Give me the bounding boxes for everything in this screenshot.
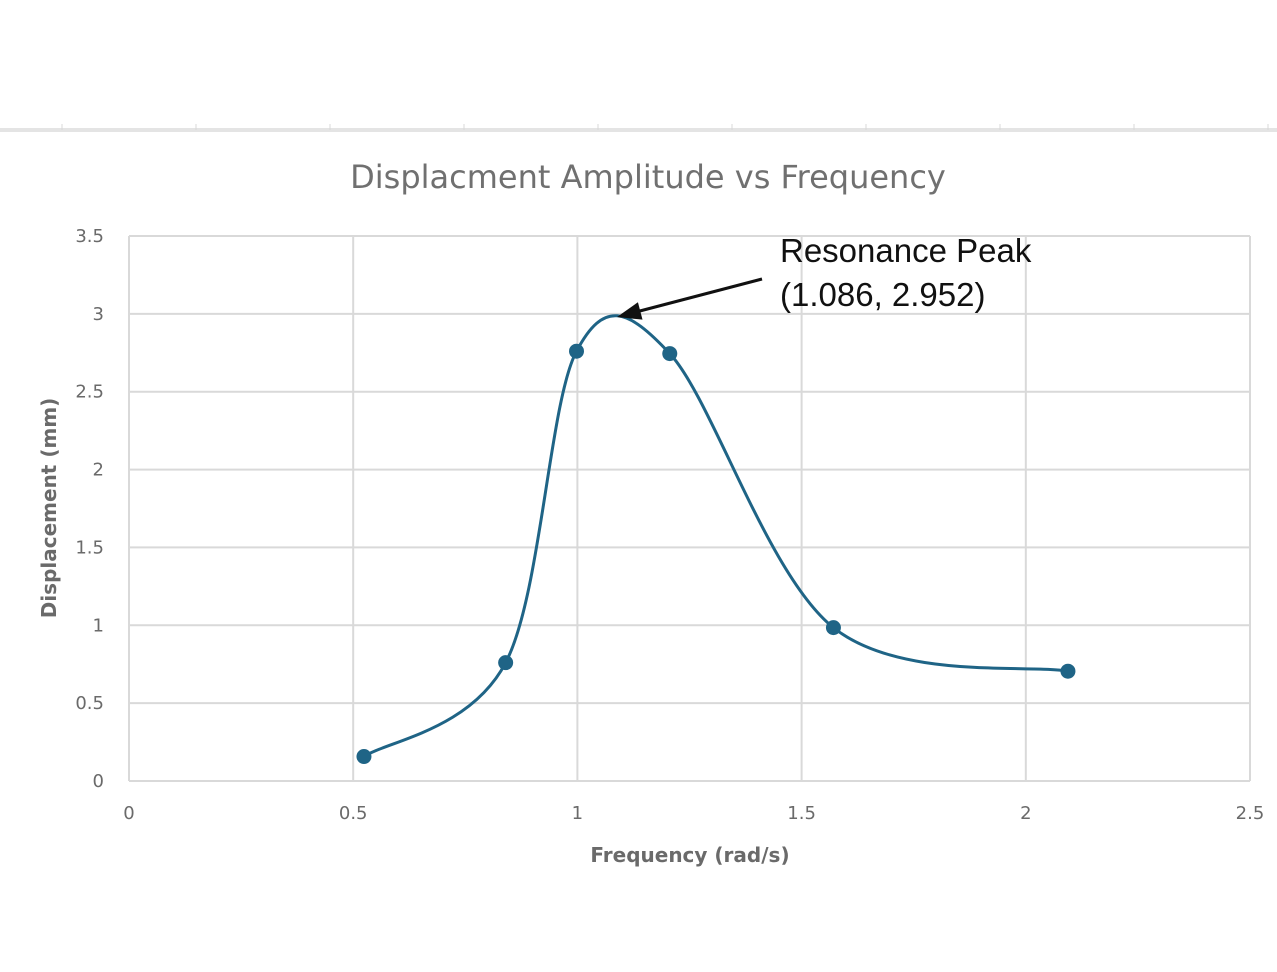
data-points	[356, 343, 1076, 765]
y-tick-label: 1	[93, 615, 104, 636]
sheet-column-dividers	[61, 124, 1269, 130]
x-tick-label: 0	[123, 803, 134, 824]
data-point	[662, 346, 678, 362]
gridlines	[128, 235, 1251, 782]
y-tick-label: 0.5	[75, 693, 104, 714]
y-tick-label: 2.5	[75, 382, 104, 403]
annotation-arrowhead	[617, 302, 643, 320]
x-tick-label: 2.5	[1236, 803, 1265, 824]
y-tick-label: 3.5	[75, 226, 104, 247]
y-tick-labels: 0 0.5 1 1.5 2 2.5 3 3.5	[75, 226, 104, 792]
sheet-header-strip	[0, 128, 1277, 132]
data-point	[1060, 663, 1076, 679]
chart-title: Displacment Amplitude vs Frequency	[350, 158, 946, 196]
data-point	[569, 343, 585, 359]
annotation-arrow	[635, 277, 763, 314]
y-tick-label: 1.5	[75, 537, 104, 558]
x-tick-label: 1.5	[787, 803, 816, 824]
x-tick-labels: 0 0.5 1 1.5 2 2.5	[123, 803, 1264, 824]
annotation-line1: Resonance Peak	[780, 232, 1032, 269]
annotation: Resonance Peak (1.086, 2.952)	[617, 232, 1032, 320]
y-tick-label: 0	[93, 771, 104, 792]
x-axis-title: Frequency (rad/s)	[590, 843, 789, 867]
y-axis-title: Displacement (mm)	[37, 398, 61, 619]
x-tick-label: 1	[572, 803, 583, 824]
x-tick-label: 2	[1020, 803, 1031, 824]
data-point	[825, 620, 841, 636]
x-tick-label: 0.5	[339, 803, 368, 824]
y-tick-label: 3	[93, 304, 104, 325]
y-tick-label: 2	[93, 460, 104, 481]
series-line	[363, 314, 1069, 758]
data-point	[356, 749, 372, 765]
annotation-line2: (1.086, 2.952)	[780, 276, 985, 313]
data-point	[498, 655, 514, 671]
